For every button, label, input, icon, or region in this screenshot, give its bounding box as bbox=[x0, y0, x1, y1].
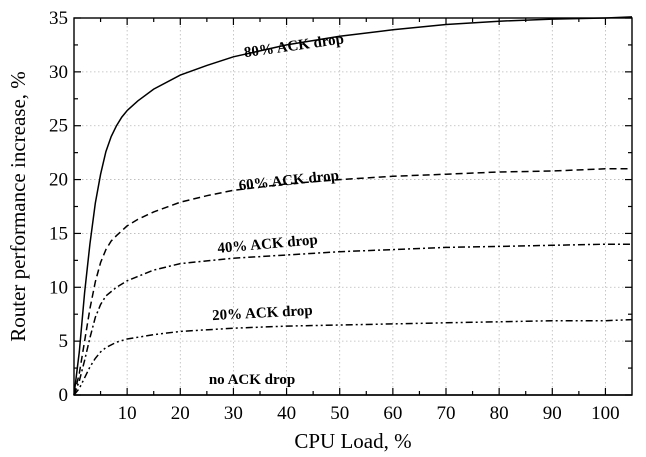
y-tick-label: 30 bbox=[49, 62, 68, 83]
y-tick-label: 20 bbox=[49, 170, 68, 191]
plot-frame bbox=[73, 17, 633, 396]
x-tick-label: 50 bbox=[330, 403, 349, 424]
ticks bbox=[74, 17, 632, 396]
y-axis-label: Router performance increase, % bbox=[6, 71, 30, 342]
y-tick-label: 25 bbox=[49, 116, 68, 137]
x-axis-label: CPU Load, % bbox=[294, 429, 411, 453]
grid bbox=[74, 18, 632, 395]
series-label-1: 60% ACK drop bbox=[238, 168, 340, 194]
series-line-3 bbox=[73, 318, 633, 396]
series-group bbox=[73, 16, 633, 396]
x-tick-label: 100 bbox=[591, 403, 620, 424]
x-tick-label: 10 bbox=[118, 403, 137, 424]
series-labels: 80% ACK drop 60% ACK drop 40% ACK drop 20% … bbox=[209, 31, 345, 388]
series-label-4: no ACK drop bbox=[209, 372, 295, 388]
x-tick-label: 90 bbox=[543, 403, 562, 424]
x-tick-label: 80 bbox=[490, 403, 509, 424]
x-tick-label: 40 bbox=[277, 403, 296, 424]
y-tick-label: 15 bbox=[49, 223, 68, 244]
y-tick-label: 0 bbox=[59, 385, 69, 406]
series-label-0: 80% ACK drop bbox=[243, 31, 345, 61]
y-tick-label: 10 bbox=[49, 277, 68, 298]
x-tick-label: 70 bbox=[437, 403, 456, 424]
series-line-1 bbox=[73, 168, 632, 396]
y-tick-label: 35 bbox=[49, 8, 68, 29]
x-tick-label: 60 bbox=[383, 403, 402, 424]
series-label-2: 40% ACK drop bbox=[217, 232, 319, 257]
series-line-0 bbox=[73, 16, 633, 396]
series-line-2 bbox=[73, 243, 632, 396]
y-tick-label: 5 bbox=[59, 331, 69, 352]
x-tick-label: 20 bbox=[171, 403, 190, 424]
x-tick-label: 30 bbox=[224, 403, 243, 424]
series-label-3: 20% ACK drop bbox=[212, 303, 313, 324]
tick-labels: 10 20 30 40 50 60 70 80 90 100 0 5 10 15 20 25 30 35 bbox=[49, 8, 620, 424]
